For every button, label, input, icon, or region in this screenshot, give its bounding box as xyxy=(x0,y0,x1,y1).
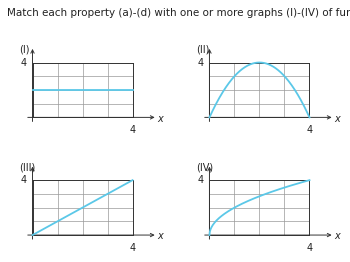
Text: 4: 4 xyxy=(130,125,135,135)
Text: $x$: $x$ xyxy=(334,231,342,241)
Text: 4: 4 xyxy=(197,175,203,185)
Text: 4: 4 xyxy=(130,243,135,253)
Text: 4: 4 xyxy=(197,57,203,68)
Text: 4: 4 xyxy=(20,57,26,68)
Text: $x$: $x$ xyxy=(157,231,165,241)
Text: 4: 4 xyxy=(307,243,313,253)
Text: (II): (II) xyxy=(196,45,209,55)
Text: Match each property (a)-(d) with one or more graphs (I)-(IV) of functions.: Match each property (a)-(d) with one or … xyxy=(7,8,350,18)
Text: (IV): (IV) xyxy=(196,162,213,172)
Text: (III): (III) xyxy=(19,162,35,172)
Text: 4: 4 xyxy=(20,175,26,185)
Text: $x$: $x$ xyxy=(157,114,165,124)
Text: $x$: $x$ xyxy=(334,114,342,124)
Text: (I): (I) xyxy=(19,45,29,55)
Text: 4: 4 xyxy=(307,125,313,135)
